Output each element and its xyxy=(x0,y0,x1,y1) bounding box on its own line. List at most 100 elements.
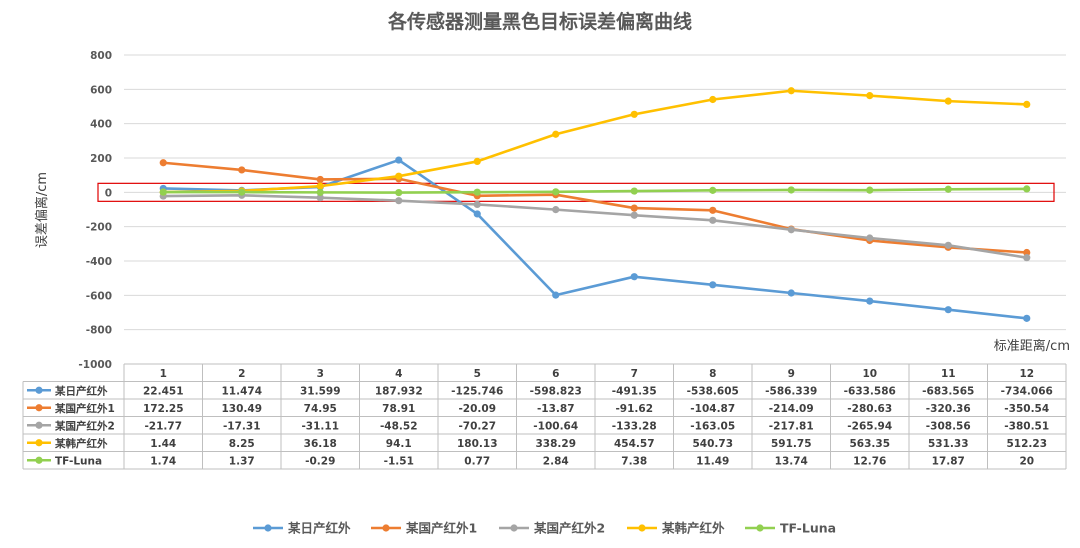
table-cell: 0.77 xyxy=(464,455,490,467)
data-point xyxy=(552,188,560,196)
y-tick-label: 800 xyxy=(90,50,112,62)
table-cell: -265.94 xyxy=(847,420,892,432)
table-cell: 1.44 xyxy=(150,438,176,450)
data-point xyxy=(159,188,167,196)
table-cell: -133.28 xyxy=(612,420,657,432)
series-line-3 xyxy=(161,194,1029,259)
data-point xyxy=(316,175,324,184)
data-point xyxy=(866,297,874,305)
table-cell: 454.57 xyxy=(614,438,655,450)
legend-marker xyxy=(756,524,764,532)
table-cell: 22.451 xyxy=(143,385,184,397)
table-cell: -308.56 xyxy=(926,420,971,432)
highlight-box xyxy=(97,182,1055,202)
legend-key-marker xyxy=(35,404,43,412)
table-header-cell: 9 xyxy=(788,368,795,380)
legend-key-marker xyxy=(35,456,43,464)
table-cell: 591.75 xyxy=(771,438,812,450)
table-cell: -280.63 xyxy=(847,403,892,415)
table-cell: 17.87 xyxy=(932,455,965,467)
data-point xyxy=(395,156,403,164)
data-point xyxy=(238,166,246,174)
data-point xyxy=(866,234,874,242)
data-point xyxy=(709,95,717,104)
table-header-cell: 4 xyxy=(395,368,402,380)
data-point xyxy=(630,204,638,212)
table-cell: 11.49 xyxy=(696,455,729,467)
data-point xyxy=(316,194,324,202)
data-point xyxy=(238,188,246,196)
table-cell: -13.87 xyxy=(537,403,575,415)
table-header-cell: 1 xyxy=(160,368,167,380)
data-point xyxy=(787,87,795,95)
legend-label: 某国产红外2 xyxy=(534,521,605,536)
legend-label: 某日产红外 xyxy=(288,521,351,536)
legend-key-marker xyxy=(35,386,43,394)
data-point xyxy=(709,186,717,194)
data-point xyxy=(630,211,638,219)
table-cell: -598.823 xyxy=(530,385,582,397)
table-header-cell: 10 xyxy=(862,368,877,380)
table-cell: 12.76 xyxy=(853,455,886,467)
data-point xyxy=(709,206,717,214)
data-point xyxy=(1023,314,1031,322)
data-point xyxy=(1023,100,1031,109)
table-cell: 20 xyxy=(1019,455,1034,467)
y-tick-label: -200 xyxy=(86,222,112,234)
data-point xyxy=(1023,185,1031,193)
table-cell: -214.09 xyxy=(769,403,814,415)
table-header-cell: 3 xyxy=(317,368,324,380)
legend-key-marker xyxy=(35,421,43,429)
data-point xyxy=(552,291,560,299)
table-cell: 13.74 xyxy=(775,455,808,467)
legend-marker xyxy=(382,524,390,532)
data-point xyxy=(473,210,481,218)
table-header-cell: 11 xyxy=(941,368,956,380)
y-tick-label: -1000 xyxy=(78,359,112,371)
legend-marker xyxy=(510,524,518,532)
table-cell: 8.25 xyxy=(229,438,255,450)
table-cell: -91.62 xyxy=(615,403,653,415)
y-tick-label: -600 xyxy=(86,290,112,302)
data-point xyxy=(630,187,638,195)
legend-marker xyxy=(638,524,646,532)
data-point xyxy=(316,182,324,190)
legend-label: 某韩产红外 xyxy=(662,521,725,536)
table-header-cell: 2 xyxy=(238,368,245,380)
data-point xyxy=(709,216,717,224)
series-line-2 xyxy=(161,161,1029,254)
table-cell: 78.91 xyxy=(382,403,415,415)
table-cell: 338.29 xyxy=(535,438,576,450)
data-point xyxy=(944,97,952,105)
data-point xyxy=(944,241,952,249)
data-point xyxy=(866,186,874,194)
y-tick-label: 400 xyxy=(90,119,112,131)
y-tick-label: -800 xyxy=(86,325,112,337)
table-cell: 512.23 xyxy=(1006,438,1047,450)
data-point xyxy=(159,159,167,167)
table-cell: -734.066 xyxy=(1001,385,1053,397)
data-point xyxy=(395,172,403,180)
legend-key-marker xyxy=(35,439,43,447)
table-cell: -586.339 xyxy=(765,385,817,397)
table-cell: 1.37 xyxy=(229,455,255,467)
table-cell: -100.64 xyxy=(533,420,578,432)
y-tick-label: 600 xyxy=(90,84,112,96)
legend-label: TF-Luna xyxy=(780,521,836,536)
table-cell: 2.84 xyxy=(543,455,569,467)
data-point xyxy=(787,289,795,297)
y-axis-label: 误差偏离/cm xyxy=(34,172,50,248)
table-header-cell: 7 xyxy=(631,368,638,380)
table-cell: 7.38 xyxy=(621,455,647,467)
table-cell: -0.29 xyxy=(305,455,335,467)
table-cell: 31.599 xyxy=(300,385,341,397)
data-point xyxy=(473,157,481,166)
table-cell: 180.13 xyxy=(457,438,498,450)
chart-title: 各传感器测量黑色目标误差偏离曲线 xyxy=(387,10,692,33)
table-cell: -350.54 xyxy=(1004,403,1049,415)
table-series-name: TF-Luna xyxy=(55,455,102,467)
table-cell: -320.36 xyxy=(926,403,971,415)
data-point xyxy=(552,130,560,138)
table-cell: -17.31 xyxy=(223,420,261,432)
table-cell: 1.74 xyxy=(150,455,176,467)
